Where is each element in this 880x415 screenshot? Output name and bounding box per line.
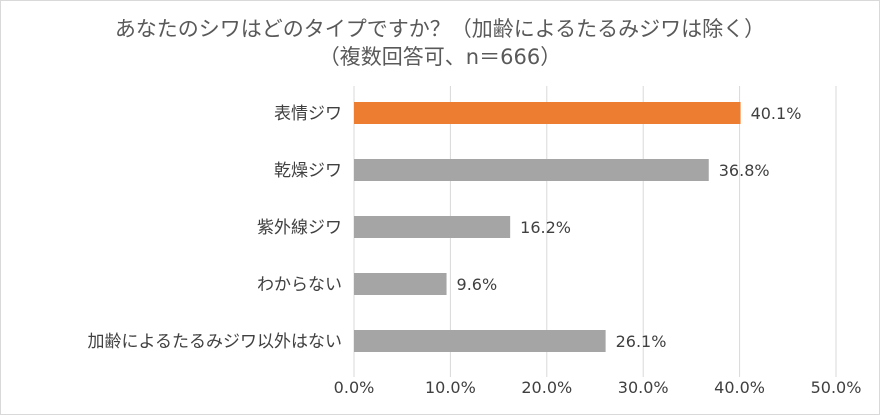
value-label-2: 16.2%: [520, 218, 571, 237]
category-label-4: 加齢によるたるみジワ以外はない: [88, 332, 343, 352]
bar-0: [354, 102, 741, 124]
x-tick-label-1: 10.0%: [425, 378, 476, 397]
x-tick-label-0: 0.0%: [334, 378, 375, 397]
x-tick-label-3: 30.0%: [618, 378, 669, 397]
category-label-2: 紫外線ジワ: [257, 218, 342, 238]
value-label-3: 9.6%: [457, 275, 498, 294]
bar-1: [354, 159, 709, 181]
category-label-3: わからない: [257, 275, 342, 295]
chart-title-line1: あなたのシワはどのタイプですか？（加齢によるたるみジワは除く）: [114, 17, 766, 41]
value-label-0: 40.1%: [751, 104, 802, 123]
bar-2: [354, 216, 511, 238]
category-label-1: 乾燥ジワ: [274, 161, 342, 181]
value-label-4: 26.1%: [616, 332, 667, 351]
bar-3: [354, 273, 447, 295]
bar-4: [354, 330, 606, 352]
chart-title: あなたのシワはどのタイプですか？（加齢によるたるみジワは除く） （複数回答可、n…: [1, 15, 879, 71]
category-label-0: 表情ジワ: [274, 104, 342, 124]
x-tick-label-2: 20.0%: [521, 378, 572, 397]
x-tick-label-5: 50.0%: [811, 378, 862, 397]
chart-subtitle: （複数回答可、n＝666）: [318, 45, 562, 69]
x-tick-label-4: 40.0%: [714, 378, 765, 397]
value-label-1: 36.8%: [719, 161, 770, 180]
